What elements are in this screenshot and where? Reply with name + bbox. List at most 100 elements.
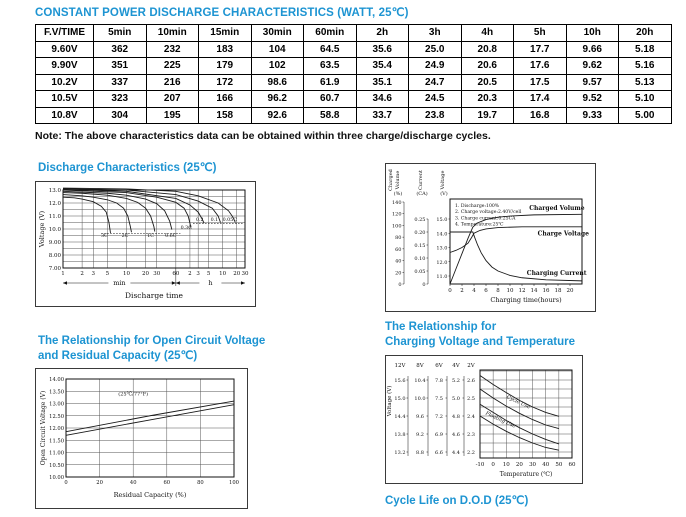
axis-word-label: Volume [395,171,401,191]
y-axis-title: Voltage (V) [38,210,46,248]
discharge-curve [62,192,156,232]
table-cell: 10.5V [35,90,94,108]
chart-note-line: 3. Charge current:0.25CA [455,215,516,221]
table-header-cell: 5h [513,24,567,42]
ocv-chart-box: 14.00 13.50 13.00 12.50 12.00 11.50 11.00 10.50… [35,368,248,509]
table-cell: 92.6 [250,106,304,124]
y-axis-title: Voltage (V) [386,386,393,418]
curve-rate-label: 1C [147,233,154,239]
scale-tick-label: 2.5 [467,396,475,402]
discharge-curve [62,190,173,230]
curve-rate-label: 0.6C [165,233,177,239]
x-axis-tick-label: 14 [531,288,538,294]
table-cell: 166 [198,90,252,108]
table-cell: 9.57 [565,73,619,91]
discharge-curve [62,187,236,223]
table-header-cell: 60min [303,24,357,42]
y-axis-tick-label: 14.00 [49,377,64,383]
x-axis-tick-label: 100 [229,480,239,486]
table-cell: 232 [145,40,199,58]
charging-temp-title-line1: The Relationship for [385,321,497,333]
table-cell: 20.5 [460,73,514,91]
x-axis-tick-label: 0 [491,462,495,468]
y-axis-tick-label: 10.0 [49,227,62,233]
chart-notes: 1. Discharge:100%2. Charge voltage:2.40V… [455,203,522,228]
discharge-curve [62,189,192,228]
x-axis-tick-label: 20 [567,288,574,294]
ocv-residual-capacity-chart: 14.00 13.50 13.00 12.50 12.00 11.50 11.00 10.50… [40,377,239,499]
axis-tick-label: 40 [395,259,401,265]
table-header-cell: F.V/TIME [35,24,94,42]
charge-chart-box: 0 20 40 60 80 100 120 140 Charged Volume (%) 0 0.05 0… [385,163,596,312]
table-cell: 5.16 [618,57,672,75]
table-header-cell: 10min [145,24,199,42]
table-note: Note: The above characteristics data can… [35,130,491,142]
axis-tick-label: 100 [392,223,402,229]
scale-tick-label: 9.2 [416,432,424,438]
table-row: 10.2V 337 216 172 98.6 61.9 35.1 24.7 20.5 17.5 9.… [35,73,672,91]
table-cell: 207 [145,90,199,108]
curve-name-label: Charged Volume [529,205,585,212]
x-axis-title: Discharge time [125,291,183,300]
x-axis-tick-label: 3 [92,271,96,277]
ocv-line [65,404,235,436]
x-axis-tick-label: 16 [543,288,550,294]
scale-tick-label: 7.5 [435,396,443,402]
y-axis-tick-label: 12.50 [49,414,64,420]
curve-rate-label: 3C [101,233,108,239]
scale-tick-label: 2.6 [467,378,475,384]
axis-tick-label: 14.0 [436,231,447,237]
table-header-cell: 3h [408,24,462,42]
scale-tick-label: 15.6 [394,378,405,384]
table-header-cell: 10h [565,24,619,42]
scale-header-label: 2V [467,363,475,369]
x-axis-tick-label: 0 [448,288,452,294]
discharge-curve [62,194,132,233]
axis-tick-label: 0.25 [414,217,425,223]
axis-tick-label: 11.0 [436,274,447,280]
x-axis-tick-label: 50 [555,462,562,468]
temperature-curve [479,403,560,445]
scale-tick-label: 6.6 [435,450,443,456]
y-axis-tick-label: 11.50 [49,438,64,444]
x-axis-tick-label: 10 [503,462,510,468]
table-cell: 216 [145,73,199,91]
constant-power-table: F.V/TIME 5min 10min 15min 30min 60min 2h 3h 4h 5h… [35,24,672,124]
y-axis-title: Open Circuit Voltage (V) [40,391,47,466]
scale-tick-label: 2.3 [467,432,475,438]
scale-tick-label: 5.2 [452,378,460,384]
scale-tick-label: 2.2 [467,450,475,456]
table-cell: 9.33 [565,106,619,124]
y-axis-tick-label: 12.0 [49,201,62,207]
x-axis-tick-label: 60 [163,480,170,486]
table-cell: 17.6 [513,57,567,75]
table-cell: 17.4 [513,90,567,108]
axis-tick-label: 0.10 [414,256,425,262]
scale-header-label: 6V [435,363,443,369]
scale-tick-label: 10.0 [414,396,425,402]
x-axis-tick-label: 20 [516,462,523,468]
table-header-row: F.V/TIME 5min 10min 15min 30min 60min 2h 3h 4h 5h… [35,24,672,42]
table-header-cell: 5min [93,24,147,42]
table-cell: 172 [198,73,252,91]
x-axis-title: Charging time(hours) [490,296,562,304]
axis-tick-label: 60 [395,247,401,253]
scale-tick-label: 14.4 [394,414,405,420]
ocv-title-line2: and Residual Capacity (25℃) [38,349,198,362]
table-cell: 33.7 [355,106,409,124]
table-cell: 35.6 [355,40,409,58]
table-cell: 61.9 [303,73,357,91]
curve-rate-label: 0.2 [196,217,204,223]
x-axis-tick-label: 80 [197,480,204,486]
scale-tick-label: 2.4 [467,414,475,420]
chart-note-line: 1. Discharge:100% [455,203,500,209]
axis-tick-label: 13.0 [436,246,447,252]
y-axis-tick-label: 10.50 [49,463,64,469]
table-cell: 225 [145,57,199,75]
curve-name-label: Charge Voltage [538,230,590,237]
curve-rate-label: 0.05C [223,217,238,223]
y-axis-tick-label: 8.00 [49,253,62,259]
x-axis-tick-label: 10 [219,271,226,277]
x-axis-tick-label: 1 [61,271,65,277]
table-cell: 158 [198,106,252,124]
